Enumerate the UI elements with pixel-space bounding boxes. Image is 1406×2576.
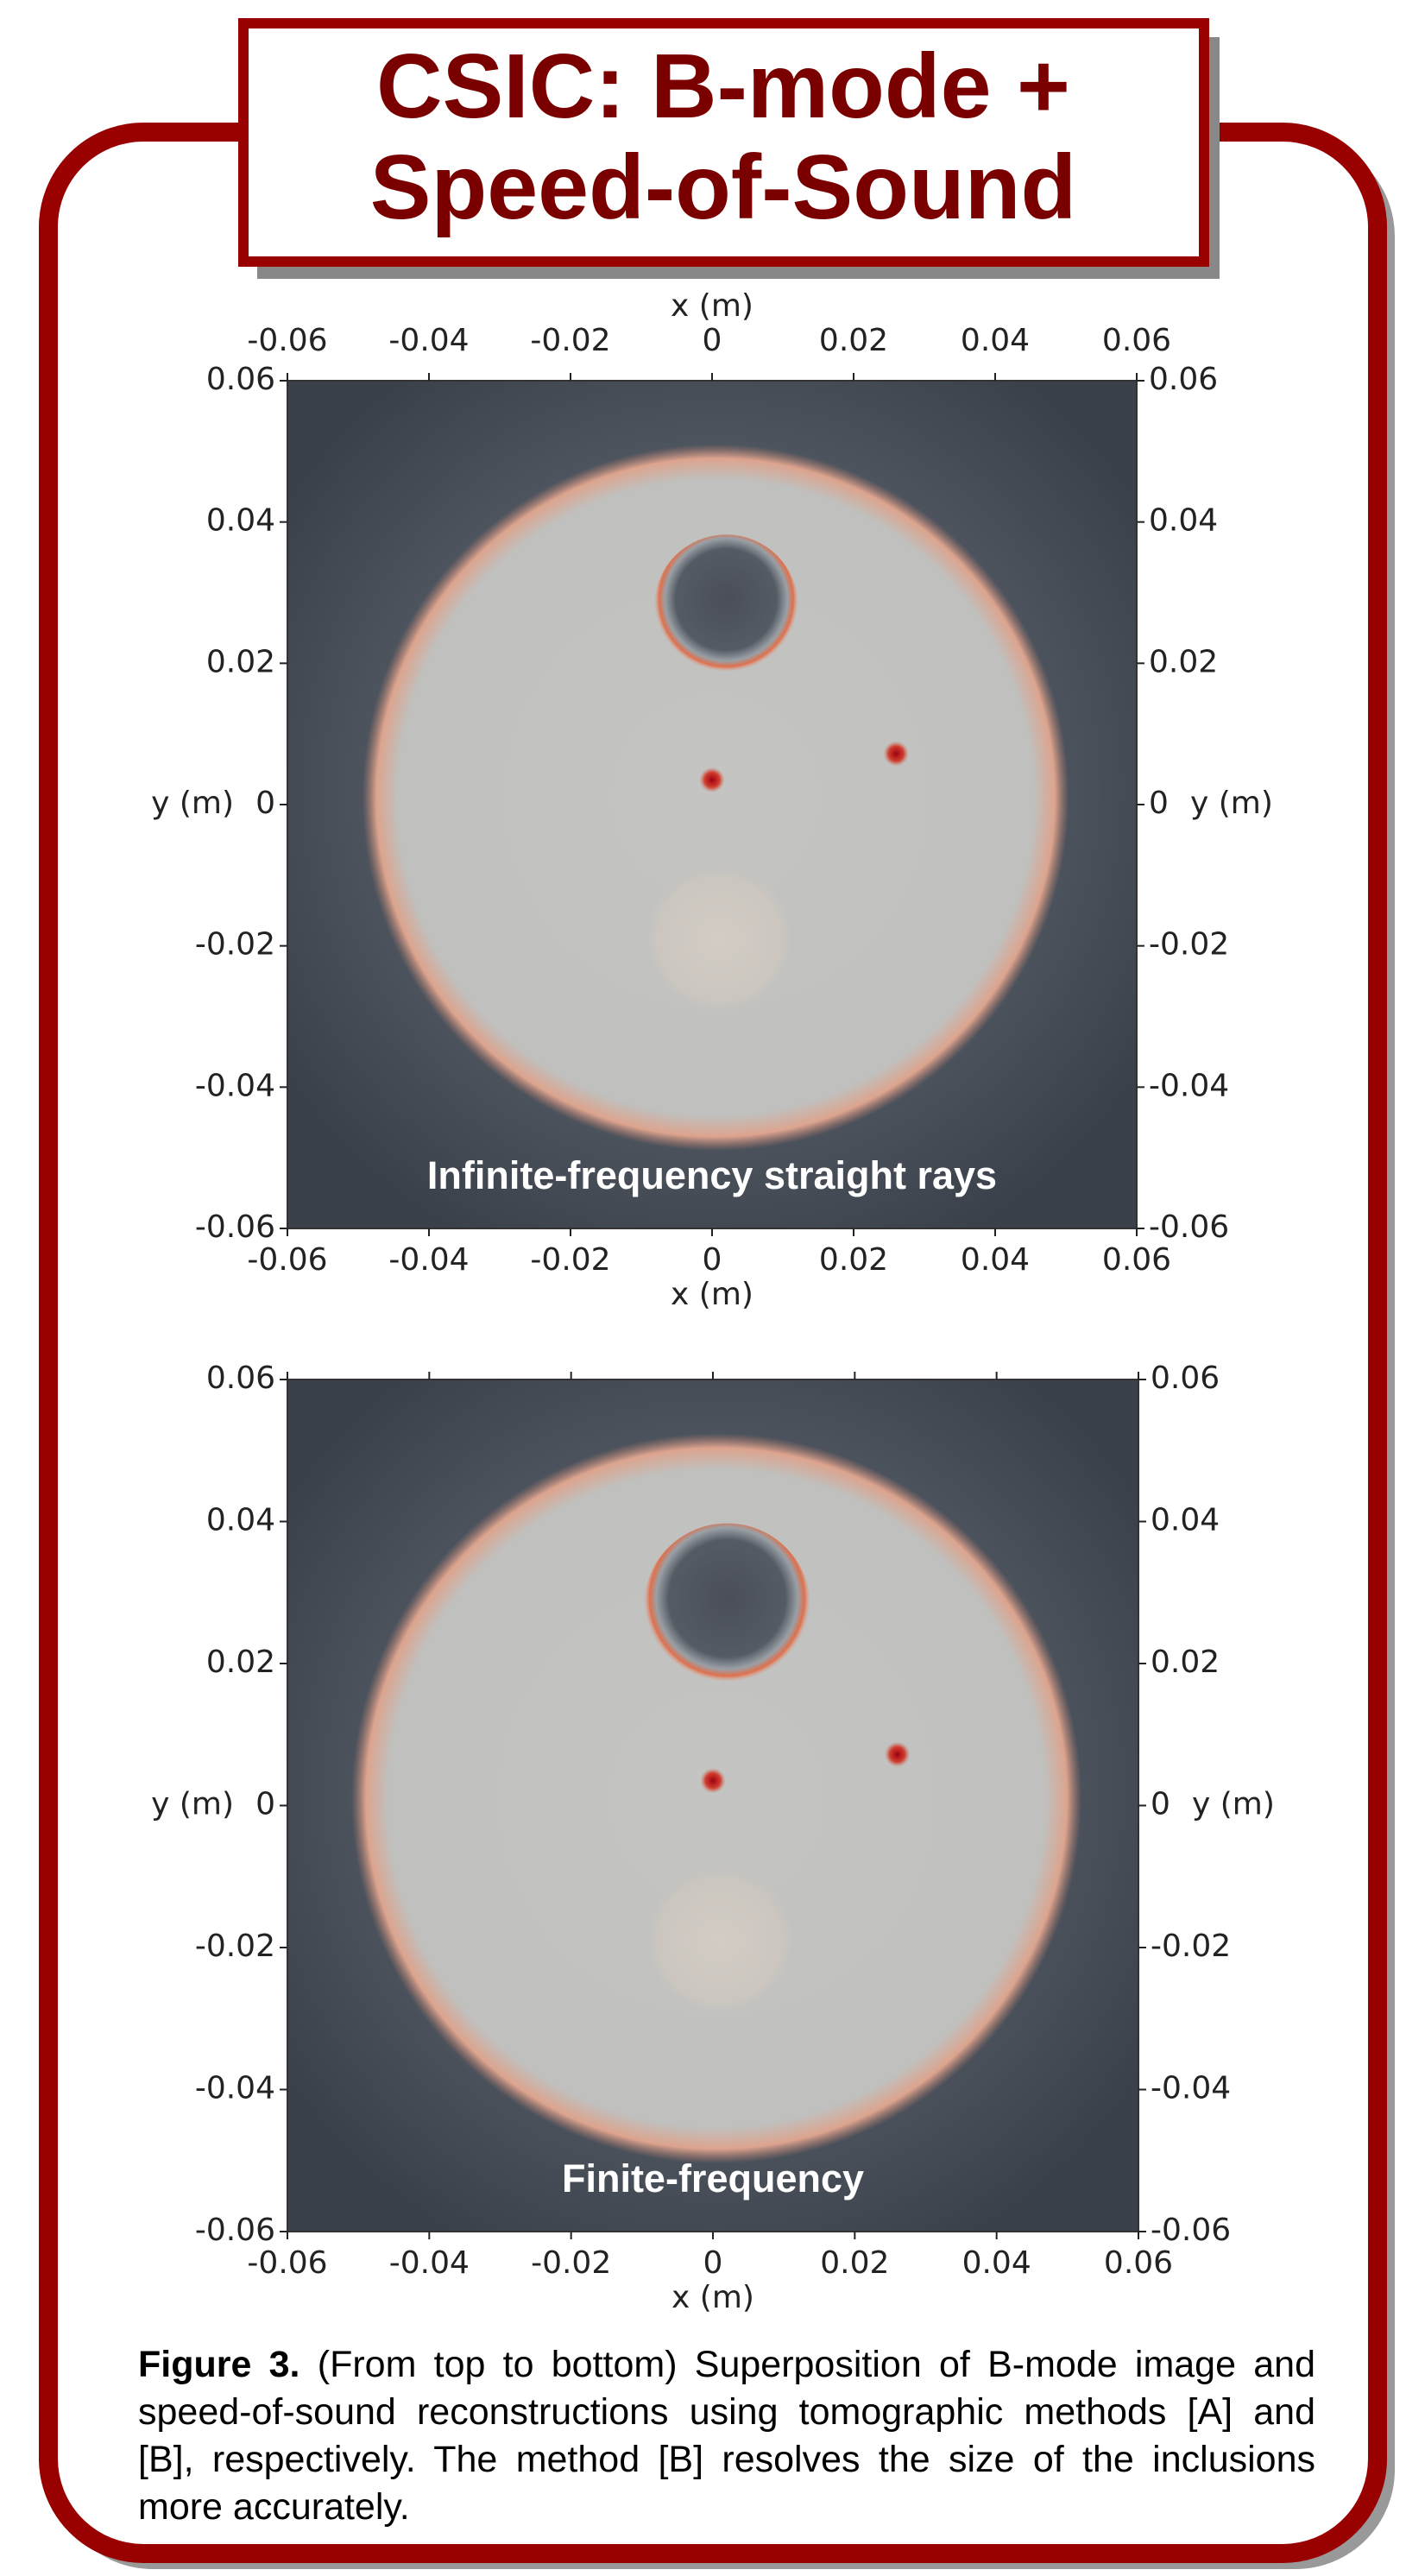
- x-tick-label: 0.04: [961, 1242, 1030, 1278]
- x-axis-label: x (m): [671, 288, 753, 324]
- y-tick-label: 0.06: [1149, 362, 1218, 397]
- x-tick-label: -0.06: [247, 2245, 327, 2281]
- title-line: CSIC: B-mode +: [376, 35, 1070, 137]
- y-tick-label: 0.02: [1151, 1645, 1220, 1680]
- y-axis-label: y (m): [151, 786, 234, 821]
- image-caption: Infinite-frequency straight rays: [427, 1153, 997, 1197]
- x-tick-label: -0.06: [247, 323, 327, 358]
- y-tick-label: -0.06: [195, 1209, 275, 1245]
- point-target: [699, 767, 725, 793]
- dark-inclusion: [644, 1524, 810, 1690]
- x-tick-label: 0: [703, 1242, 722, 1278]
- x-axis-label: x (m): [671, 1277, 753, 1312]
- soft-inclusion: [642, 1862, 798, 2018]
- y-tick-label: 0.06: [206, 362, 275, 397]
- y-tick-label: 0.04: [206, 1503, 275, 1538]
- y-tick-label: -0.04: [1151, 2071, 1231, 2106]
- y-tick-label: -0.02: [1149, 927, 1229, 963]
- x-axis-label: x (m): [671, 2280, 754, 2315]
- y-tick-label: 0.04: [206, 503, 275, 539]
- y-tick-label: 0.04: [1149, 503, 1218, 539]
- y-tick-label: 0: [1151, 1787, 1170, 1822]
- y-tick-label: -0.04: [195, 2071, 275, 2106]
- x-tick-label: 0.06: [1104, 2245, 1173, 2281]
- x-tick-label: -0.04: [388, 1242, 469, 1278]
- y-tick-label: -0.02: [1151, 1929, 1231, 1964]
- point-target: [883, 741, 909, 767]
- y-tick-label: -0.04: [1149, 1068, 1229, 1103]
- caption-label: Figure 3.: [138, 2344, 300, 2385]
- y-tick-label: 0.02: [1149, 644, 1218, 679]
- title-line: Speed-of-Sound: [370, 136, 1076, 238]
- y-tick-label: -0.06: [1151, 2213, 1231, 2248]
- x-tick-label: 0.06: [1102, 1242, 1171, 1278]
- poster-panel: CSIC: B-mode + Speed-of-Sound Infinite-f…: [0, 0, 1406, 2576]
- page: CSIC: B-mode + Speed-of-Sound Infinite-f…: [0, 0, 1406, 2576]
- y-tick-label: 0.02: [206, 1645, 275, 1680]
- y-tick-label: 0.04: [1151, 1503, 1220, 1538]
- image-caption: Finite-frequency: [562, 2156, 864, 2200]
- point-target: [885, 1741, 911, 1767]
- x-tick-label: -0.02: [530, 323, 610, 358]
- figure-caption: Figure 3. (From top to bottom) Superposi…: [138, 2341, 1315, 2531]
- x-tick-label: 0.06: [1102, 323, 1171, 358]
- y-axis-label: y (m): [151, 1787, 234, 1822]
- x-tick-label: 0: [703, 323, 722, 358]
- y-tick-label: 0: [255, 786, 275, 821]
- y-tick-label: -0.06: [195, 2213, 275, 2248]
- x-tick-label: -0.06: [247, 1242, 327, 1278]
- x-tick-label: 0.02: [819, 323, 888, 358]
- soft-inclusion: [641, 861, 797, 1016]
- y-tick-label: -0.02: [195, 1929, 275, 1964]
- y-tick-label: 0.06: [1151, 1361, 1220, 1396]
- y-tick-label: -0.06: [1149, 1209, 1229, 1245]
- y-tick-label: 0: [255, 1787, 275, 1822]
- x-tick-label: -0.02: [531, 2245, 611, 2281]
- x-tick-label: -0.04: [388, 323, 469, 358]
- point-target: [700, 1768, 726, 1794]
- x-tick-label: 0: [703, 2245, 723, 2281]
- dark-inclusion: [654, 534, 798, 679]
- x-tick-label: -0.02: [530, 1242, 610, 1278]
- x-tick-label: 0.02: [819, 1242, 888, 1278]
- y-axis-label: y (m): [1192, 1787, 1275, 1822]
- x-tick-label: 0.04: [961, 323, 1030, 358]
- y-tick-label: 0: [1149, 786, 1169, 821]
- x-tick-label: -0.04: [389, 2245, 470, 2281]
- y-tick-label: -0.04: [195, 1068, 275, 1103]
- y-axis-label: y (m): [1190, 786, 1273, 821]
- x-tick-label: 0.04: [962, 2245, 1031, 2281]
- y-tick-label: -0.02: [195, 927, 275, 963]
- caption-text: (From top to bottom) Superposition of B-…: [138, 2344, 1315, 2528]
- y-tick-label: 0.06: [206, 1361, 275, 1396]
- x-tick-label: 0.02: [820, 2245, 889, 2281]
- y-tick-label: 0.02: [206, 644, 275, 679]
